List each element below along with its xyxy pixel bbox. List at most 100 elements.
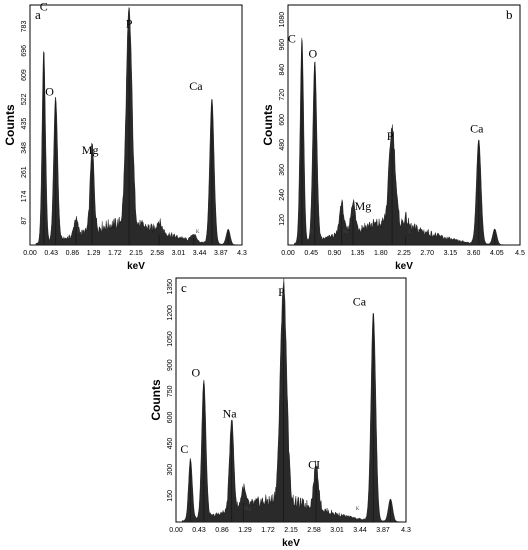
peak-label: O <box>308 47 317 61</box>
x-tick-label: 3.87 <box>376 527 390 534</box>
x-tick-label: 2.58 <box>150 250 164 257</box>
peak-label: O <box>45 84 54 98</box>
y-tick-label: 480 <box>279 139 286 151</box>
y-tick-label: 261 <box>21 166 28 178</box>
plot-frame <box>287 4 521 246</box>
x-tick-label: 4.5 <box>515 250 525 257</box>
x-tick-label: 3.44 <box>193 250 207 257</box>
y-tick-label: 720 <box>279 89 286 101</box>
x-tick-label: 4.3 <box>401 527 411 534</box>
peak-label: Mg <box>82 143 99 157</box>
spectrum-area <box>288 37 520 246</box>
x-tick-label: 0.00 <box>281 250 295 257</box>
minor-peak-label: Na <box>77 230 84 235</box>
x-tick-label: 4.3 <box>237 250 247 257</box>
panel-a: a 0.00 0.43 0.86 1.29 1.72 2.15 2.58 3.01 3.44 3.8… <box>3 0 247 272</box>
panel-letter: a <box>35 7 41 22</box>
y-tick-label: 348 <box>21 142 28 154</box>
x-tick-label: 4.05 <box>490 250 504 257</box>
y-tick-label: 1350 <box>167 279 174 295</box>
y-tick-label: 1080 <box>279 12 286 28</box>
peak-label: Ca <box>353 295 367 309</box>
x-tick-label: 2.70 <box>420 250 434 257</box>
y-tick-label: 150 <box>167 490 174 502</box>
x-tick-label: 1.80 <box>374 250 388 257</box>
x-axis-title: keV <box>127 261 145 272</box>
peak-label: Ca <box>470 122 484 136</box>
y-axis-title: Counts <box>149 379 163 421</box>
panel-b: b 0.00 0.45 0.90 1.35 1.80 2.25 2.70 3.15 3.60 4.0… <box>261 4 525 272</box>
peak-label: P <box>387 129 394 143</box>
x-tick-label: 1.29 <box>87 250 101 257</box>
minor-peak-label: K <box>196 230 200 235</box>
spectrum-area <box>30 7 243 246</box>
x-tick-label: 3.60 <box>467 250 481 257</box>
x-tick-label: 0.90 <box>328 250 342 257</box>
peak-label: C <box>180 442 188 456</box>
x-tick-label: 0.86 <box>215 527 229 534</box>
x-tick-label: 2.15 <box>284 527 298 534</box>
y-tick-label: 600 <box>279 114 286 126</box>
y-axis-title: Counts <box>261 104 275 146</box>
y-tick-label: 435 <box>21 118 28 130</box>
x-tick-label: 3.01 <box>172 250 186 257</box>
x-tick-label: 3.01 <box>330 527 344 534</box>
y-tick-label: 960 <box>279 39 286 51</box>
peak-label: C <box>40 0 48 13</box>
y-tick-label: 1050 <box>167 331 174 347</box>
x-tick-label: 0.86 <box>66 250 80 257</box>
y-tick-label: 609 <box>21 69 28 81</box>
panel-letter: b <box>506 7 513 22</box>
peak-label: Mg <box>355 199 372 213</box>
y-tick-label: 900 <box>167 359 174 371</box>
x-axis-title: keV <box>282 538 300 549</box>
y-tick-label: 696 <box>21 45 28 57</box>
y-tick-label: 174 <box>21 190 28 202</box>
x-tick-label: 1.72 <box>261 527 275 534</box>
y-tick-label: 120 <box>279 214 286 226</box>
x-tick-label: 0.43 <box>192 527 206 534</box>
x-tick-label: 1.35 <box>351 250 365 257</box>
x-axis-title: keV <box>395 261 413 272</box>
y-tick-label: 360 <box>279 164 286 176</box>
minor-peak-label: Cl <box>161 230 166 235</box>
minor-peak-label: Na <box>343 230 350 235</box>
peak-label: Ca <box>189 79 203 93</box>
spectrum-area <box>176 278 407 523</box>
x-tick-label: 2.15 <box>129 250 143 257</box>
x-tick-label: 1.29 <box>238 527 252 534</box>
y-tick-label: 87 <box>21 217 28 225</box>
panel-letter: c <box>181 280 187 295</box>
x-tick-label: 3.87 <box>214 250 228 257</box>
y-tick-label: 450 <box>167 438 174 450</box>
y-axis-title: Counts <box>3 104 17 146</box>
y-tick-label: 600 <box>167 411 174 423</box>
y-tick-label: 300 <box>167 464 174 476</box>
peak-label: C <box>288 31 296 45</box>
y-tick-label: 240 <box>279 189 286 201</box>
y-tick-label: 750 <box>167 385 174 397</box>
peak-label: CI <box>308 457 320 471</box>
minor-peak-label: S <box>408 230 411 235</box>
x-tick-label: 0.00 <box>23 250 37 257</box>
x-tick-label: 0.45 <box>304 250 318 257</box>
peak-label: O <box>191 365 200 379</box>
minor-peak-label: K <box>356 507 360 512</box>
y-tick-label: 840 <box>279 64 286 76</box>
y-tick-label: 783 <box>21 21 28 33</box>
x-tick-label: 3.15 <box>444 250 458 257</box>
y-tick-label: 1200 <box>167 305 174 321</box>
peak-label: Na <box>223 407 238 421</box>
x-tick-label: 2.25 <box>397 250 411 257</box>
panel-c: c 0.00 0.43 0.86 1.29 1.72 2.15 2.58 3.01 3.44 3.8… <box>149 277 411 549</box>
x-tick-label: 3.44 <box>353 527 367 534</box>
peak-label: P <box>126 17 133 31</box>
x-tick-label: 0.43 <box>44 250 58 257</box>
x-tick-label: 0.00 <box>169 527 183 534</box>
y-tick-label: 522 <box>21 93 28 105</box>
peak-label: P <box>278 285 285 299</box>
x-tick-label: 2.58 <box>307 527 321 534</box>
x-tick-label: 1.72 <box>108 250 122 257</box>
minor-peak-label: N <box>310 230 314 235</box>
